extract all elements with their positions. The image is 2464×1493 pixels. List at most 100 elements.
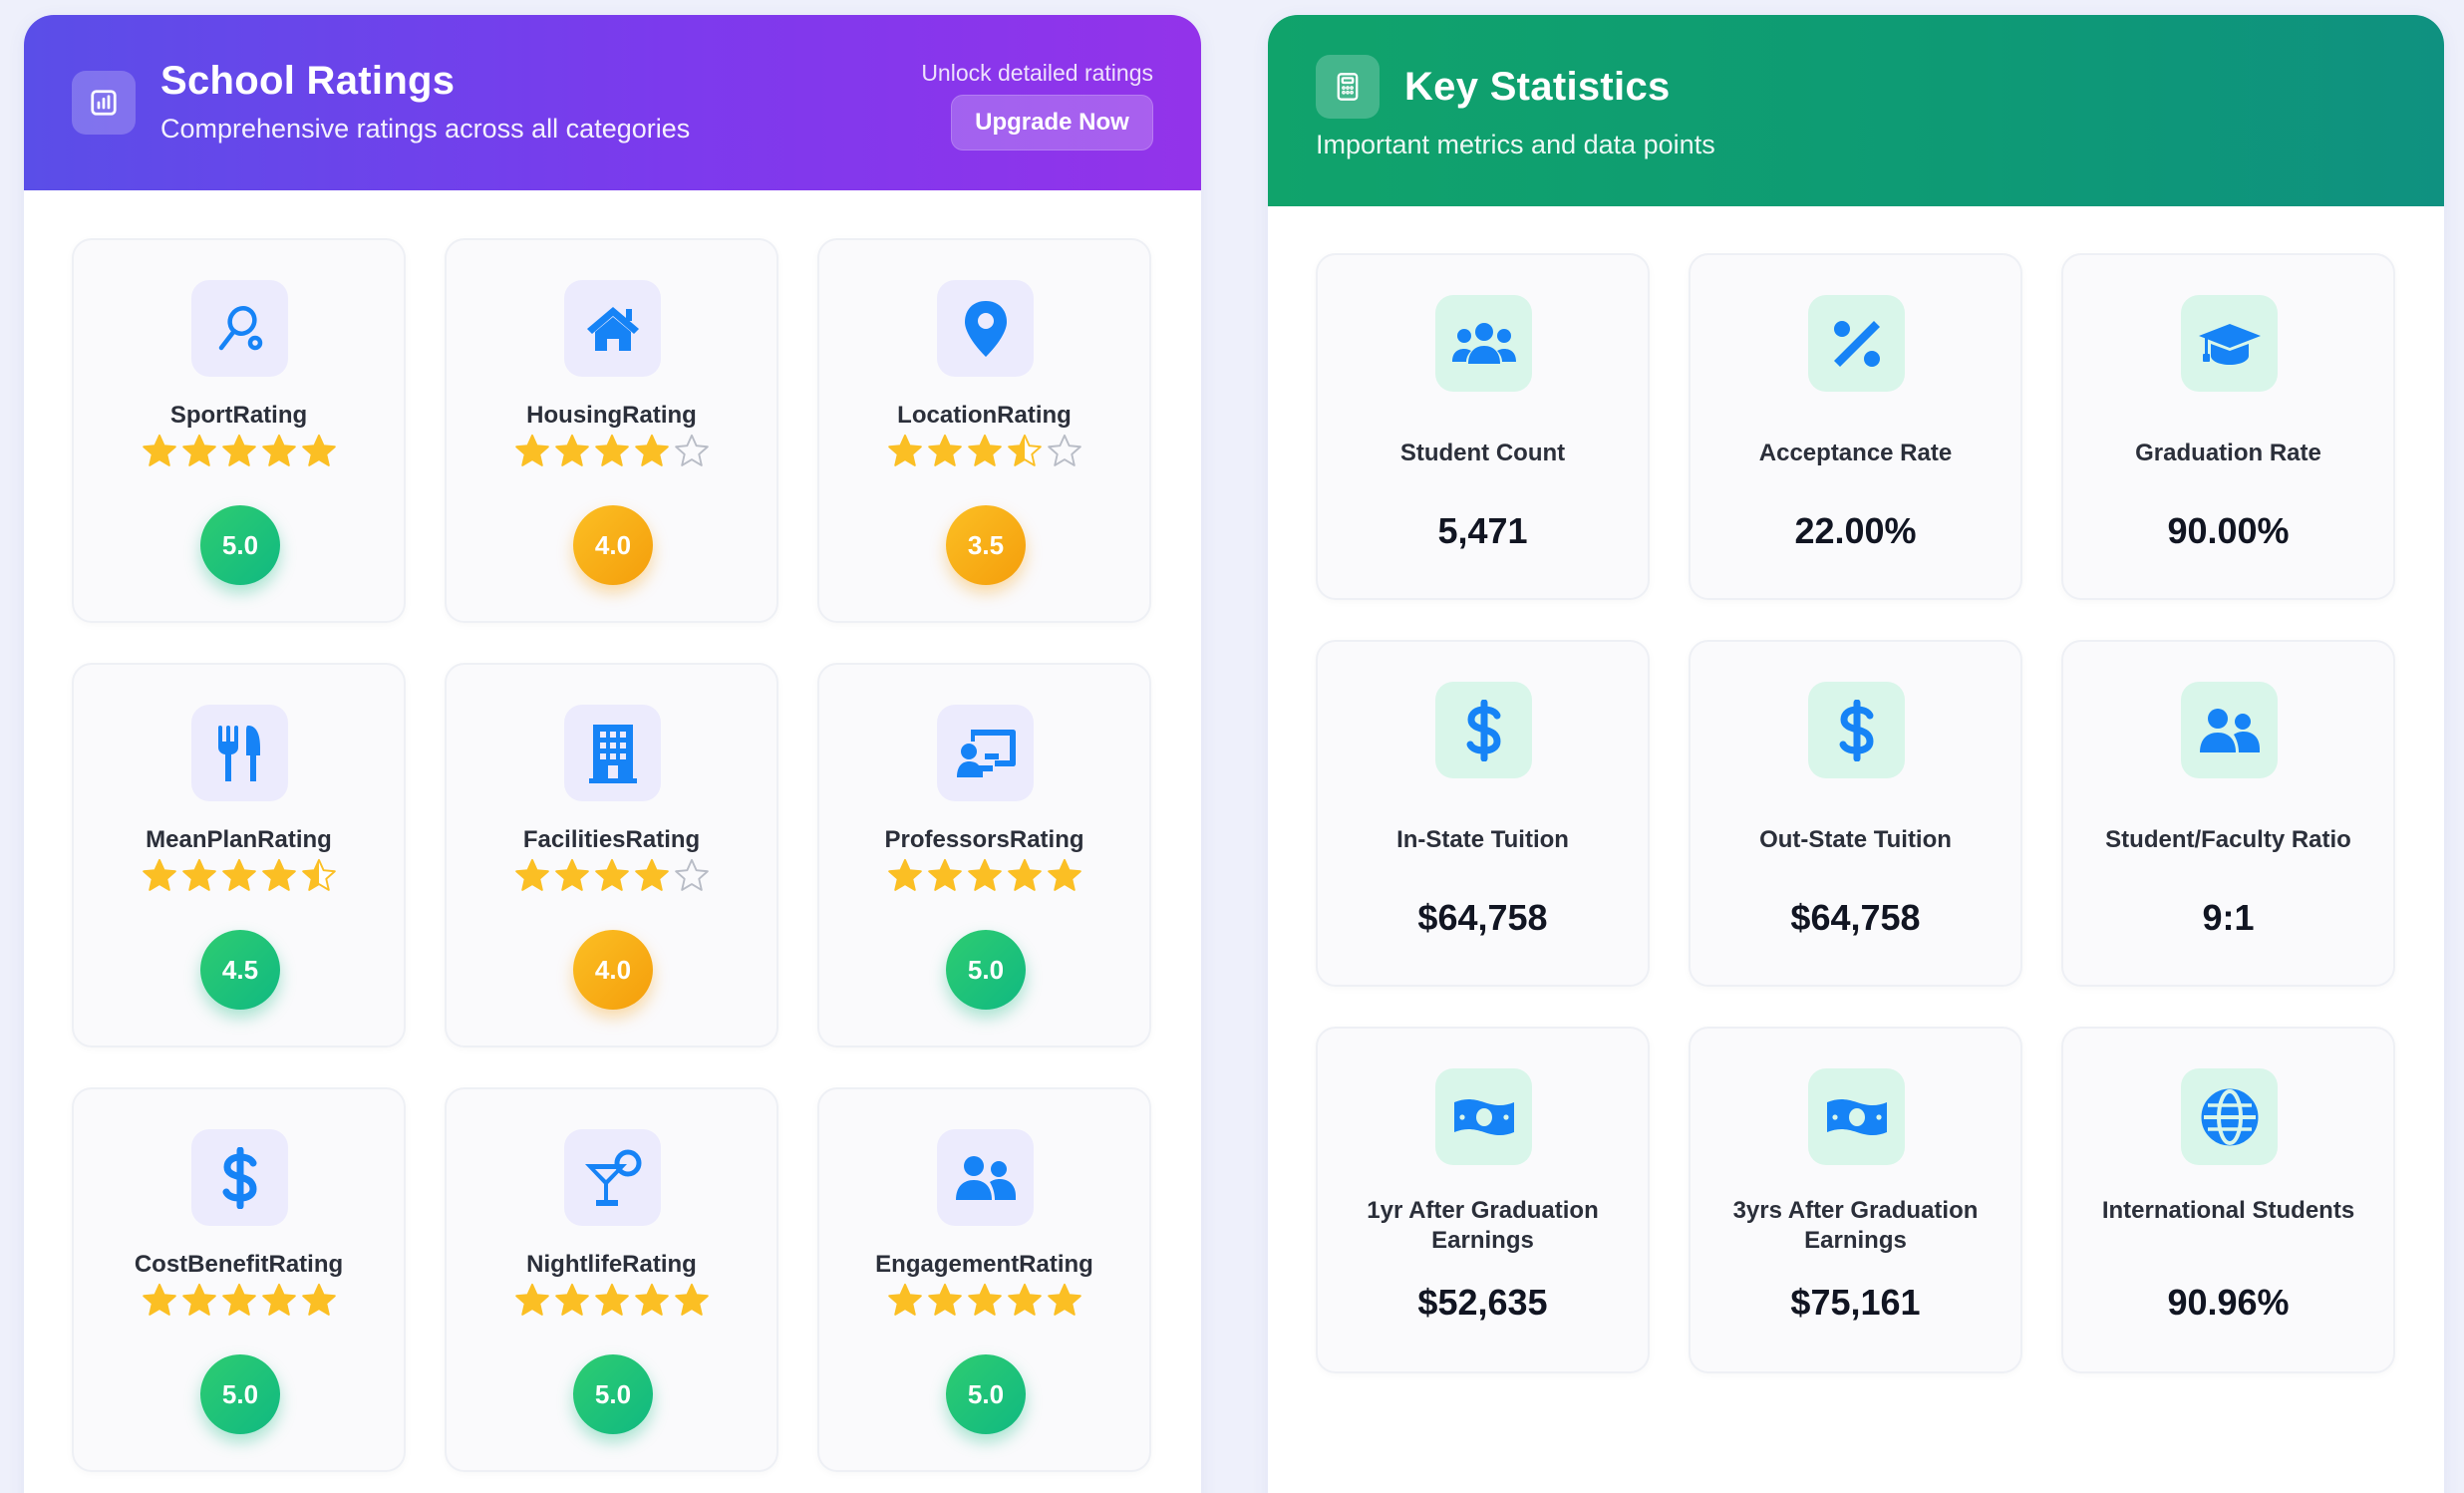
- star-half-icon: [1007, 434, 1042, 466]
- star-rating: [74, 857, 404, 895]
- globe-icon: [2181, 1068, 2278, 1165]
- star-full-icon: [927, 858, 962, 891]
- money-bill-icon: [1808, 1068, 1905, 1165]
- stat-label: 3yrs After Graduation Earnings: [1732, 1197, 1979, 1254]
- key-statistics-panel: Key Statistics Important metrics and dat…: [1268, 15, 2444, 1493]
- stat-value: 90.00%: [2167, 510, 2290, 551]
- utensils-icon: [191, 705, 288, 801]
- star-full-icon: [1047, 858, 1081, 891]
- school-ratings-header: School Ratings Comprehensive ratings acr…: [24, 15, 1201, 190]
- star-full-icon: [221, 858, 256, 891]
- rating-name: CostBenefitRating: [134, 1251, 344, 1278]
- stat-card-student-count: Student Count 5,471: [1316, 253, 1650, 600]
- money-bill-icon: [1435, 1068, 1532, 1165]
- stat-value: $64,758: [1417, 897, 1548, 938]
- stat-label: Acceptance Rate: [1758, 440, 1953, 466]
- rating-name: HousingRating: [526, 402, 697, 429]
- tennis-racket-icon: [191, 280, 288, 377]
- star-full-icon: [261, 858, 296, 891]
- star-full-icon: [927, 1283, 962, 1316]
- stat-label: In-State Tuition: [1396, 826, 1569, 853]
- score-badge: 5.0: [946, 930, 1026, 1010]
- stat-value: 9:1: [2202, 897, 2255, 938]
- graduation-cap-icon: [2181, 295, 2278, 392]
- star-empty-icon: [1047, 434, 1081, 466]
- star-rating: [819, 857, 1149, 895]
- star-full-icon: [554, 1283, 589, 1316]
- star-full-icon: [221, 434, 256, 466]
- stat-card-in-state-tuition: In-State Tuition $64,758: [1316, 640, 1650, 987]
- stat-value: $52,635: [1417, 1282, 1548, 1323]
- map-pin-icon: [937, 280, 1034, 377]
- rating-name: MeanPlanRating: [146, 826, 332, 853]
- star-full-icon: [301, 434, 336, 466]
- star-full-icon: [887, 434, 922, 466]
- score-badge: 5.0: [946, 1354, 1026, 1434]
- star-full-icon: [674, 1283, 709, 1316]
- star-full-icon: [181, 858, 216, 891]
- users-group-icon: [1435, 295, 1532, 392]
- star-rating: [819, 433, 1149, 470]
- rating-card-engagement: EngagementRating 5.0: [817, 1087, 1151, 1472]
- star-full-icon: [261, 434, 296, 466]
- bar-chart-icon: [72, 71, 136, 135]
- house-icon: [564, 280, 661, 377]
- score-badge: 4.0: [573, 930, 653, 1010]
- rating-name: NightlifeRating: [526, 1251, 697, 1278]
- star-full-icon: [634, 434, 669, 466]
- stat-card-1yr-earnings: 1yr After Graduation Earnings $52,635: [1316, 1027, 1650, 1373]
- star-full-icon: [142, 434, 176, 466]
- stat-value: 5,471: [1437, 510, 1528, 551]
- building-icon: [564, 705, 661, 801]
- star-full-icon: [634, 1283, 669, 1316]
- score-badge: 5.0: [200, 505, 280, 585]
- star-full-icon: [1047, 1283, 1081, 1316]
- key-statistics-title: Key Statistics: [1404, 65, 1671, 109]
- users-icon: [937, 1129, 1034, 1226]
- score-badge: 5.0: [573, 1354, 653, 1434]
- star-full-icon: [634, 858, 669, 891]
- school-ratings-subtitle: Comprehensive ratings across all categor…: [160, 114, 691, 144]
- star-full-icon: [301, 1283, 336, 1316]
- stat-card-acceptance-rate: Acceptance Rate 22.00%: [1689, 253, 2022, 600]
- rating-card-meal-plan: MeanPlanRating 4.5: [72, 663, 406, 1047]
- rating-card-professors: ProfessorsRating 5.0: [817, 663, 1151, 1047]
- upgrade-now-button[interactable]: Upgrade Now: [951, 95, 1153, 150]
- star-empty-icon: [674, 858, 709, 891]
- dollar-icon: [1808, 682, 1905, 778]
- rating-card-facilities: FacilitiesRating 4.0: [445, 663, 778, 1047]
- star-full-icon: [514, 1283, 549, 1316]
- stat-label: Graduation Rate: [2135, 440, 2321, 466]
- teacher-board-icon: [937, 705, 1034, 801]
- stat-value: 90.96%: [2167, 1282, 2290, 1323]
- star-full-icon: [554, 858, 589, 891]
- star-empty-icon: [674, 434, 709, 466]
- star-full-icon: [142, 1283, 176, 1316]
- stat-value: $75,161: [1790, 1282, 1921, 1323]
- score-badge: 3.5: [946, 505, 1026, 585]
- rating-name: SportRating: [169, 402, 308, 429]
- stat-card-3yrs-earnings: 3yrs After Graduation Earnings $75,161: [1689, 1027, 2022, 1373]
- key-statistics-header: Key Statistics Important metrics and dat…: [1268, 15, 2444, 206]
- score-badge: 5.0: [200, 1354, 280, 1434]
- star-full-icon: [887, 1283, 922, 1316]
- school-ratings-title: School Ratings: [160, 59, 456, 103]
- stat-label: Student Count: [1399, 440, 1566, 466]
- rating-name: EngagementRating: [875, 1251, 1093, 1278]
- statistics-grid: Student Count 5,471 Acceptance Rate 22.0…: [1316, 253, 2395, 1373]
- rating-name: FacilitiesRating: [522, 826, 701, 853]
- stat-value: $64,758: [1790, 897, 1921, 938]
- star-full-icon: [221, 1283, 256, 1316]
- star-rating: [447, 857, 776, 895]
- star-full-icon: [594, 1283, 629, 1316]
- user-friends-icon: [2181, 682, 2278, 778]
- star-full-icon: [514, 858, 549, 891]
- dollar-icon: [1435, 682, 1532, 778]
- stat-card-graduation-rate: Graduation Rate 90.00%: [2061, 253, 2395, 600]
- stat-value: 22.00%: [1794, 510, 1917, 551]
- star-rating: [74, 433, 404, 470]
- stat-label: 1yr After Graduation Earnings: [1367, 1197, 1599, 1254]
- stat-label: Student/Faculty Ratio: [2105, 826, 2351, 853]
- rating-card-sport: SportRating 5.0: [72, 238, 406, 623]
- rating-card-nightlife: NightlifeRating 5.0: [445, 1087, 778, 1472]
